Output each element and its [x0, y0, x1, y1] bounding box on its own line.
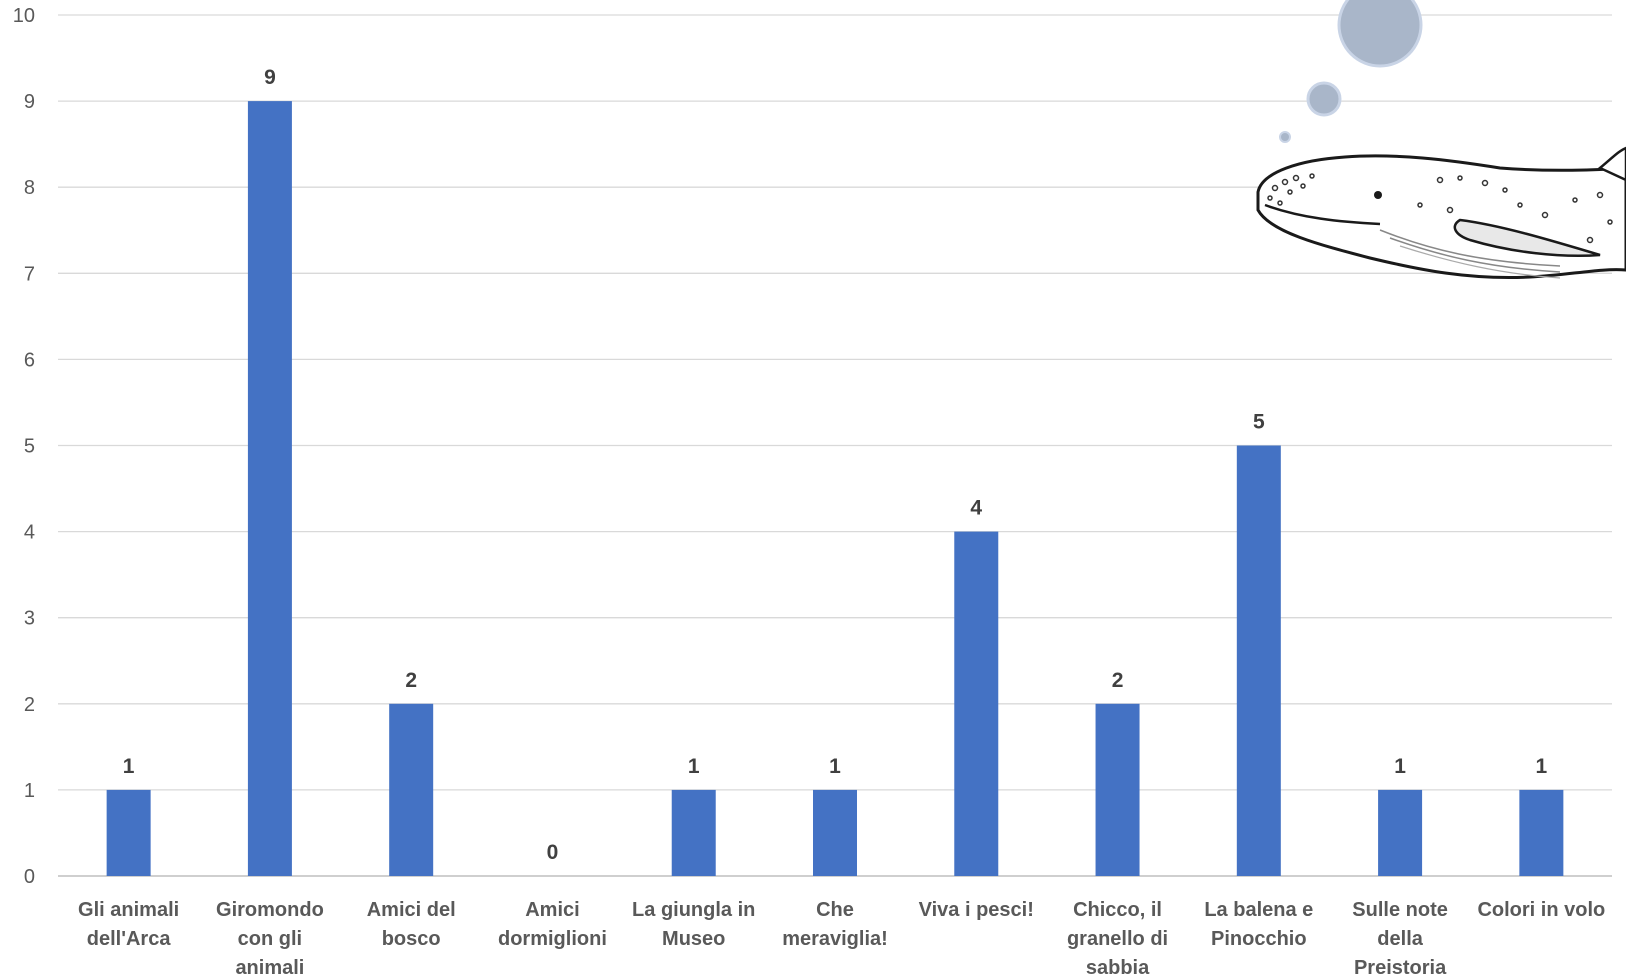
x-tick-label-line: La balena e — [1204, 899, 1313, 921]
x-tick-label-line: La giungla in — [632, 899, 755, 921]
y-tick-label: 1 — [24, 780, 35, 802]
x-tick-label-line: Colori in volo — [1477, 899, 1605, 921]
whale-illustration — [1256, 0, 1626, 280]
y-tick-label: 7 — [24, 263, 35, 285]
x-tick-label: Viva i pesci! — [919, 899, 1034, 921]
y-tick-label: 4 — [24, 522, 35, 544]
x-axis-labels: Gli animali dell'Arca Giromondo con gli anim… — [78, 899, 1605, 977]
x-tick-label-line: Preistoria — [1354, 957, 1447, 977]
data-label: 2 — [405, 669, 417, 692]
y-tick-label: 8 — [24, 177, 35, 199]
x-tick-label-line: con gli — [238, 928, 302, 950]
y-tick-label: 0 — [24, 866, 35, 888]
bar — [813, 789, 857, 876]
data-label: 0 — [547, 841, 559, 864]
data-label: 1 — [688, 755, 700, 778]
bar — [106, 789, 151, 876]
data-label: 1 — [123, 755, 135, 778]
x-tick-label-line: granello di — [1067, 928, 1168, 950]
x-tick-label-line: Che — [816, 899, 854, 921]
y-tick-label: 2 — [24, 694, 35, 716]
bar — [1378, 789, 1423, 876]
bars — [106, 101, 1564, 877]
bar — [389, 703, 434, 876]
data-label: 1 — [1394, 755, 1406, 778]
bubble-small — [1279, 131, 1291, 143]
x-tick-label-line: dormiglioni — [498, 928, 607, 950]
x-tick-label: La giungla in Museo — [632, 899, 755, 950]
y-axis-ticks: 0 1 2 3 4 5 6 7 8 9 10 — [13, 5, 35, 888]
whale-eye-icon — [1374, 191, 1382, 199]
x-tick-label-line: Museo — [662, 928, 725, 950]
data-label: 5 — [1253, 411, 1265, 434]
x-tick-label-line: bosco — [382, 928, 441, 950]
x-tick-label: Chicco, il granello di sabbia — [1067, 899, 1168, 977]
x-tick-label: Gli animali dell'Arca — [78, 899, 179, 950]
data-label: 9 — [264, 66, 276, 89]
x-tick-label-line: sabbia — [1086, 957, 1150, 977]
x-tick-label-line: Amici — [525, 899, 579, 921]
gridlines — [58, 14, 1612, 877]
x-tick-label-line: Chicco, il — [1073, 899, 1162, 921]
x-tick-label-line: Gli animali — [78, 899, 179, 921]
data-label: 2 — [1112, 669, 1124, 692]
x-tick-label-line: animali — [235, 957, 304, 977]
y-tick-label: 10 — [13, 5, 35, 27]
x-tick-label: Amici dormiglioni — [498, 899, 607, 950]
bar — [247, 101, 292, 877]
bar — [671, 789, 716, 876]
bar — [954, 531, 999, 876]
y-tick-label: 9 — [24, 91, 35, 113]
whale-fin-icon — [1453, 218, 1601, 258]
bar — [1095, 703, 1140, 876]
x-tick-label: Amici del bosco — [367, 899, 456, 950]
x-tick-label: La balena e Pinocchio — [1204, 899, 1313, 950]
x-tick-label-line: Viva i pesci! — [919, 899, 1034, 921]
x-tick-label-line: meraviglia! — [782, 928, 888, 950]
bubble-large — [1337, 0, 1423, 68]
x-tick-label: Colori in volo — [1477, 899, 1605, 921]
bar — [1519, 789, 1564, 876]
x-tick-label-line: Sulle note — [1352, 899, 1448, 921]
x-tick-label: Giromondo con gli animali — [216, 899, 324, 977]
x-tick-label-line: Amici del — [367, 899, 456, 921]
y-tick-label: 3 — [24, 608, 35, 630]
x-tick-label-line: dell'Arca — [87, 928, 172, 950]
x-tick-label: Sulle note della Preistoria — [1352, 899, 1448, 977]
data-labels: 1 9 2 0 1 1 4 2 5 1 1 — [123, 66, 1548, 864]
y-tick-label: 6 — [24, 349, 35, 371]
data-label: 1 — [829, 755, 841, 778]
data-label: 1 — [1536, 755, 1548, 778]
data-label: 4 — [970, 497, 982, 520]
x-tick-label: Che meraviglia! — [782, 899, 888, 950]
y-tick-label: 5 — [24, 436, 35, 458]
bubble-medium — [1306, 81, 1342, 117]
x-tick-label-line: Giromondo — [216, 899, 324, 921]
x-tick-label-line: della — [1377, 928, 1423, 950]
bar — [1236, 445, 1281, 876]
x-tick-label-line: Pinocchio — [1211, 928, 1307, 950]
